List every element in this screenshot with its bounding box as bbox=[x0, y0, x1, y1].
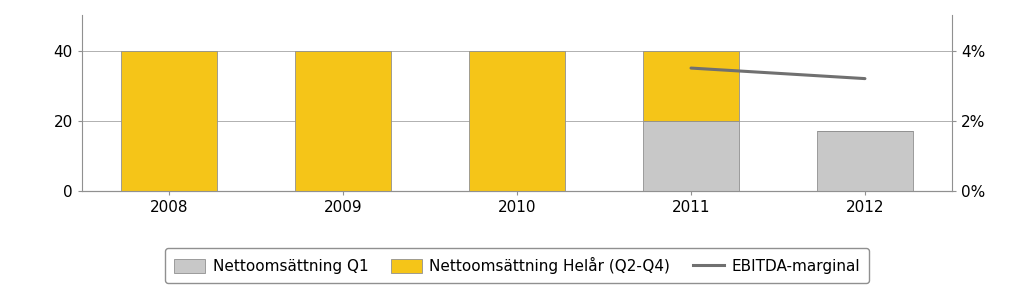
Bar bbox=[643, 51, 739, 121]
Bar bbox=[122, 51, 217, 191]
Legend: Nettoomsättning Q1, Nettoomsättning Helår (Q2-Q4), EBITDA-marginal: Nettoomsättning Q1, Nettoomsättning Helå… bbox=[165, 248, 869, 283]
Bar bbox=[817, 131, 912, 191]
Bar bbox=[295, 51, 391, 191]
Bar bbox=[469, 51, 565, 191]
Bar bbox=[643, 121, 739, 191]
